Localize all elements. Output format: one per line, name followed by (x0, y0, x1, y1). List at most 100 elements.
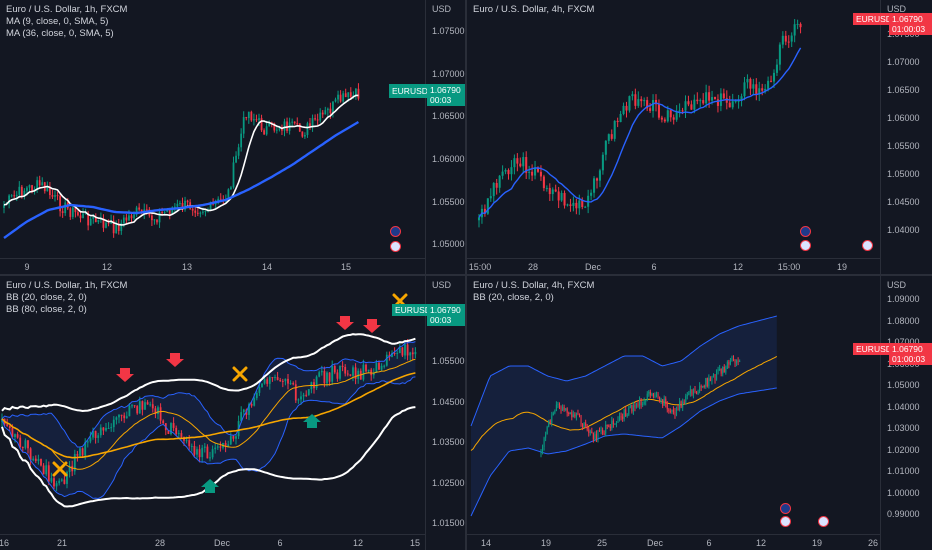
candle (123, 415, 126, 419)
candle (709, 378, 711, 381)
economic-event-icon[interactable] (390, 226, 401, 237)
price-axis-tr[interactable]: USD 1.07500 1.07000 1.06500 1.06000 1.05… (880, 0, 932, 274)
us-flag-event-icon[interactable] (800, 240, 811, 251)
candle (675, 408, 678, 416)
candle (346, 373, 349, 375)
candle (495, 183, 498, 188)
chart-pane-top-left[interactable]: Euro / U.S. Dollar, 1h, FXCM MA (9, clos… (0, 0, 465, 274)
price-axis-bl[interactable]: USD 1.05500 1.04500 1.03500 1.02500 1.01… (425, 276, 465, 550)
indicator-label[interactable]: MA (36, close, 0, SMA, 5) (6, 28, 114, 39)
time-axis-tr[interactable]: 15:00 28 Dec 6 12 15:00 19 (467, 258, 880, 274)
price-chart-tr[interactable] (467, 0, 880, 258)
us-flag-event-icon[interactable] (390, 241, 401, 252)
candle (227, 189, 230, 200)
price-axis-br[interactable]: USD 1.09000 1.08000 1.07000 1.06000 1.05… (880, 276, 932, 550)
symbol-badge: EURUSD (853, 13, 895, 25)
candle (27, 440, 29, 449)
candle (696, 99, 699, 102)
candle (296, 123, 299, 125)
price-axis-tl[interactable]: USD 1.07500 1.07000 1.06500 1.06000 1.05… (425, 0, 465, 274)
price-tick: 1.05000 (887, 380, 920, 390)
candle (274, 377, 276, 379)
candle (507, 170, 510, 175)
candle (611, 420, 613, 429)
candle (631, 404, 633, 412)
price-tick: 1.09000 (887, 294, 920, 304)
price-tick: 1.02000 (887, 445, 920, 455)
time-axis-bl[interactable]: 16 21 28 Dec 6 12 15 (0, 534, 425, 550)
time-axis-br[interactable]: 14 19 25 Dec 6 12 19 26 (467, 534, 880, 550)
candle (784, 35, 787, 42)
candle (193, 445, 196, 455)
indicator-label[interactable]: MA (9, close, 0, SMA, 5) (6, 16, 109, 27)
candle (46, 186, 49, 192)
candle (311, 118, 314, 127)
candle (149, 404, 152, 406)
bar-countdown: 00:03 (430, 315, 452, 325)
candle (680, 401, 682, 408)
candle (637, 99, 640, 106)
candle (97, 435, 100, 438)
candle (565, 408, 567, 411)
candle (668, 409, 670, 412)
time-axis-tl[interactable]: 9 12 13 14 15 (0, 258, 425, 274)
chart-pane-top-right[interactable]: Euro / U.S. Dollar, 4h, FXCM USD 1.07500… (467, 0, 932, 274)
last-price: 1.06790 (892, 14, 923, 24)
candle (646, 393, 648, 400)
candle (128, 215, 130, 221)
us-flag-event-icon[interactable] (862, 240, 873, 251)
candle (321, 112, 324, 115)
time-tick: 15 (340, 262, 352, 272)
time-tick: 12 (755, 538, 767, 548)
economic-event-icon[interactable] (800, 226, 811, 237)
candle (131, 405, 133, 407)
candle (250, 111, 253, 121)
candle (711, 97, 714, 101)
chart-pane-bottom-left[interactable]: Euro / U.S. Dollar, 1h, FXCM BB (20, clo… (0, 276, 465, 550)
candle (23, 190, 26, 196)
candle (53, 478, 55, 487)
candle (214, 202, 217, 205)
candle (74, 207, 77, 213)
candle (595, 434, 597, 440)
candle (632, 405, 634, 412)
candle (608, 425, 610, 427)
candle (84, 442, 87, 456)
us-flag-event-icon[interactable] (780, 516, 791, 527)
candle (227, 444, 230, 447)
candle (593, 178, 596, 193)
candle (304, 134, 306, 137)
candle (122, 217, 125, 223)
candle (725, 368, 727, 373)
candle (689, 389, 691, 394)
candle (99, 427, 102, 436)
indicator-label[interactable]: BB (80, close, 2, 0) (6, 304, 87, 315)
candle (136, 406, 139, 414)
candle (202, 211, 204, 213)
price-tick: 1.05000 (887, 169, 920, 179)
candle (235, 436, 237, 439)
candle (292, 383, 295, 385)
indicator-label[interactable]: BB (20, close, 2, 0) (6, 292, 87, 303)
time-tick: 25 (596, 538, 608, 548)
candle (281, 380, 284, 382)
price-chart-tl[interactable] (0, 0, 425, 258)
candle (13, 195, 16, 197)
price-tick: 1.04500 (887, 197, 920, 207)
pane-divider-horizontal[interactable] (0, 274, 932, 276)
candle (672, 409, 674, 413)
candle (790, 35, 793, 42)
candle (649, 108, 652, 111)
price-tick: 1.05500 (887, 141, 920, 151)
indicator-label[interactable]: BB (20, close, 2, 0) (473, 292, 554, 303)
candle (546, 426, 548, 435)
us-flag-event-icon[interactable] (818, 516, 829, 527)
economic-event-icon[interactable] (780, 503, 791, 514)
price-chart-br[interactable] (467, 276, 880, 534)
price-tick: 1.06000 (887, 113, 920, 123)
candle (691, 389, 693, 395)
chart-pane-bottom-right[interactable]: Euro / U.S. Dollar, 4h, FXCM BB (20, clo… (467, 276, 932, 550)
candle (531, 171, 534, 176)
price-chart-bl[interactable] (0, 276, 425, 534)
candle (130, 215, 133, 219)
